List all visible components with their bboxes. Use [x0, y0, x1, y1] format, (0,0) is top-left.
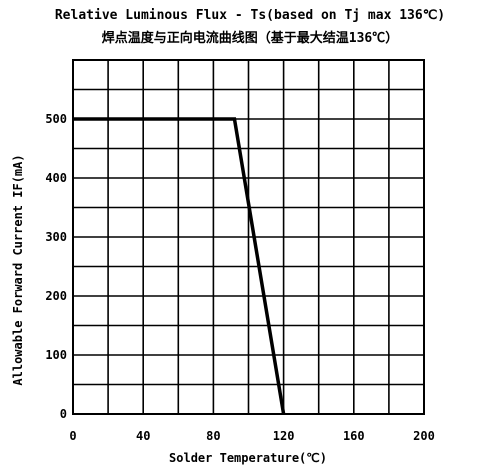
x-tick-label: 80 — [206, 429, 220, 443]
plot-frame — [72, 59, 425, 415]
y-tick-label: 500 — [45, 112, 67, 126]
chart-title: Relative Luminous Flux - Ts(based on Tj … — [55, 8, 445, 23]
x-axis-label: Solder Temperature(℃) — [169, 451, 327, 465]
y-tick-label: 200 — [45, 289, 67, 303]
y-tick-label: 400 — [45, 171, 67, 185]
x-tick-label: 160 — [343, 429, 365, 443]
x-tick-label: 0 — [69, 429, 76, 443]
series-layer — [73, 117, 286, 415]
y-axis-label: Allowable Forward Current IF(mA) — [11, 154, 25, 385]
y-tick-label: 100 — [45, 348, 67, 362]
y-tick-label: 0 — [60, 407, 67, 421]
x-tick-label: 40 — [136, 429, 150, 443]
series-line-0 — [73, 117, 286, 415]
chart-subtitle: 焊点温度与正向电流曲线图（基于最大结温136℃） — [102, 30, 398, 46]
y-tick-labels: 0 100 200 300 400 500 — [45, 112, 67, 421]
x-tick-label: 200 — [413, 429, 435, 443]
y-tick-label: 300 — [45, 230, 67, 244]
x-tick-labels: 0 40 80 120 160 200 — [69, 429, 434, 443]
x-tick-label: 120 — [273, 429, 295, 443]
grid — [73, 60, 424, 414]
